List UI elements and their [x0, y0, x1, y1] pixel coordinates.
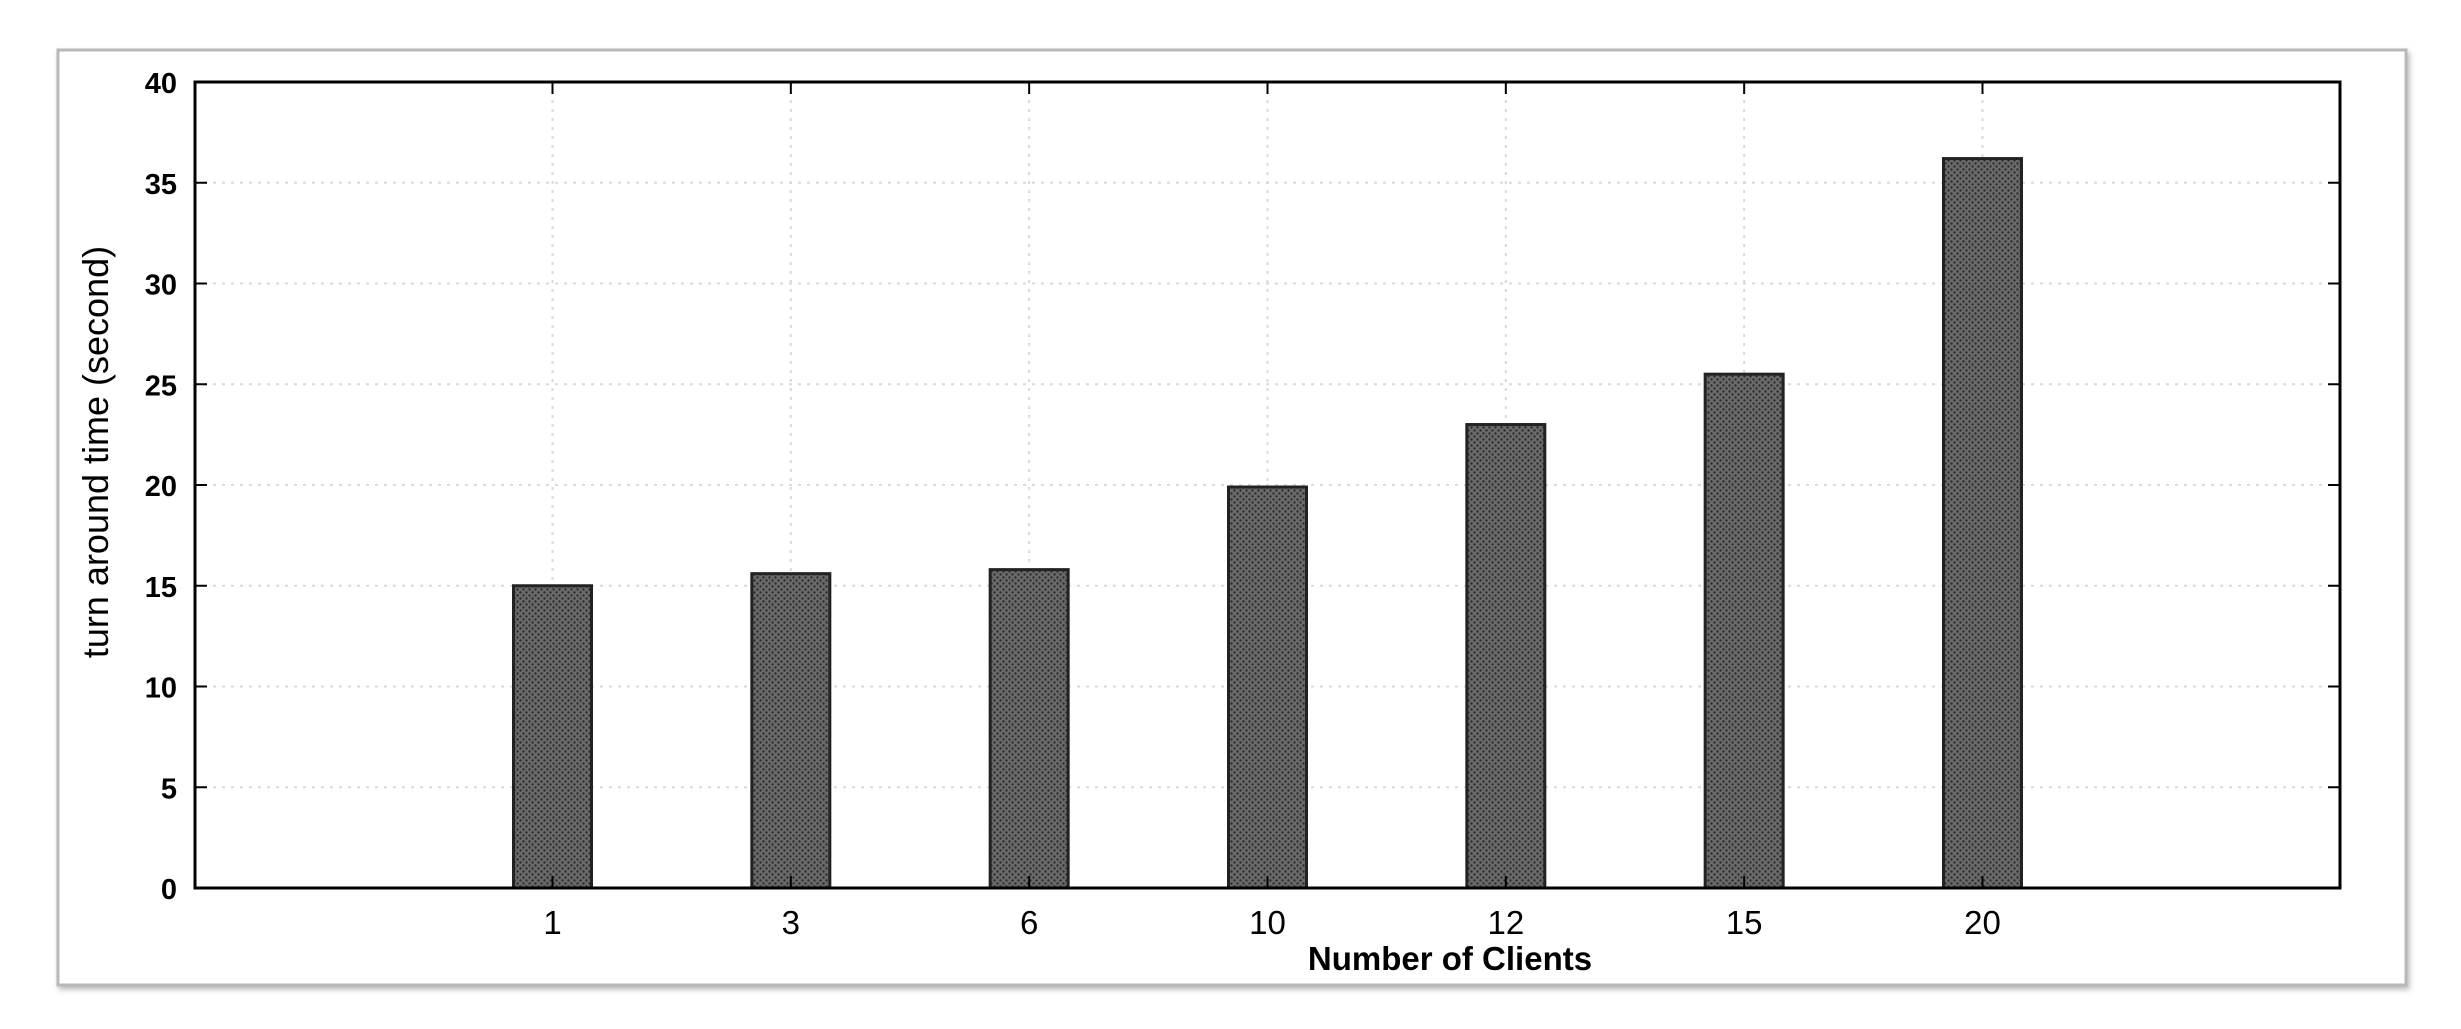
- bar-12: [1465, 423, 1547, 890]
- y-tick-label: 20: [145, 471, 177, 503]
- y-tick-label: 35: [145, 169, 177, 201]
- x-axis-label: Number of Clients: [1308, 940, 1592, 977]
- y-tick-label: 30: [145, 270, 177, 302]
- y-tick-label: 10: [145, 673, 177, 705]
- x-axis: 1 3 6 10 12 15 20: [543, 82, 2001, 941]
- bar-3: [750, 572, 832, 890]
- x-tick-label: 3: [782, 904, 800, 941]
- bar-6: [988, 568, 1070, 890]
- x-tick-label: 15: [1726, 904, 1763, 941]
- x-tick-label: 20: [1964, 904, 2001, 941]
- bar-10: [1227, 485, 1308, 890]
- y-tick-label: 0: [161, 874, 177, 906]
- y-tick-label: 5: [161, 773, 177, 805]
- x-tick-label: 12: [1487, 904, 1524, 941]
- x-tick-label: 1: [543, 904, 561, 941]
- bar-20: [1942, 157, 2023, 890]
- bar-15: [1703, 372, 1785, 890]
- y-axis-label: turn around time (second): [75, 246, 116, 658]
- bar-1: [512, 584, 593, 890]
- y-tick-label: 25: [145, 370, 177, 402]
- x-tick-label: 6: [1020, 904, 1038, 941]
- bars: [512, 157, 2023, 890]
- y-tick-label: 15: [145, 572, 177, 604]
- y-axis: 0 5 10 15 20 25 30 35 40: [145, 68, 2340, 906]
- x-tick-label: 10: [1249, 904, 1286, 941]
- y-tick-label: 40: [145, 68, 177, 100]
